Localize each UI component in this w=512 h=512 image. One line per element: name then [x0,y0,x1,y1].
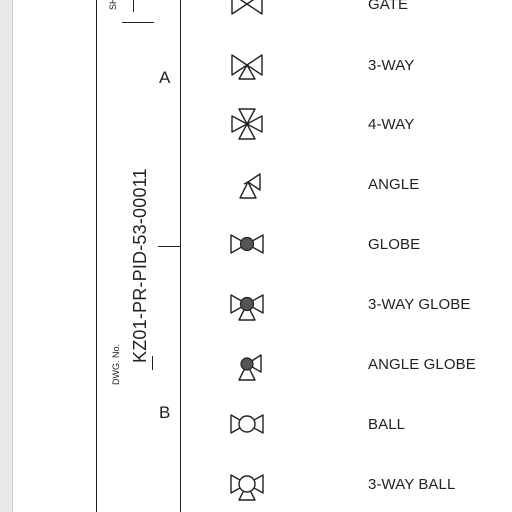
drawing-number-bar [152,356,153,370]
legend-row-angle-globe: ANGLE GLOBE [200,340,512,390]
drawing-number-label: DWG. No. [111,343,121,385]
legend-label: 3-WAY BALL [368,476,456,493]
globe-valve-icon [230,234,264,254]
four-way-valve-icon [231,108,263,140]
legend-label: 3-WAY GLOBE [368,296,471,313]
legend-row-3-way-globe: 3-WAY GLOBE [200,280,512,330]
three-way-valve-icon [231,54,263,80]
zone-tick-top [122,22,154,23]
three-way-ball-valve-icon [230,474,264,501]
legend-label: ANGLE [368,176,420,193]
legend-row-globe: GLOBE [200,220,512,270]
legend-row-3-way-ball: 3-WAY BALL [200,460,512,510]
title-block-right-border [180,0,181,512]
sheet-margin-strip [0,0,13,512]
drawing-number: KZ01-PR-PID-53-00011 [130,168,150,363]
legend-row-4-way: 4-WAY [200,100,512,150]
title-block-left-border [96,0,97,512]
legend-row-ball: BALL [200,400,512,450]
legend-label: 3-WAY [368,57,415,74]
angle-globe-valve-icon [238,354,262,381]
angle-valve-icon [239,173,261,199]
legend-row-gate: GATE [200,0,512,30]
legend-label: 4-WAY [368,116,415,133]
legend-row-angle: ANGLE [200,160,512,210]
legend-label: GATE [368,0,409,13]
three-way-globe-valve-icon [230,294,264,321]
zone-tick-middle [158,246,180,247]
sheet-label-bar [133,0,134,12]
legend-label: BALL [368,416,406,433]
sheet-label: SH [108,0,118,10]
gate-valve-icon [231,0,263,15]
zone-letter-b: B [159,403,171,422]
zone-letter-a: A [159,68,171,87]
legend-label: GLOBE [368,236,421,253]
legend-row-3-way: 3-WAY [200,41,512,91]
ball-valve-icon [230,414,264,434]
legend-label: ANGLE GLOBE [368,356,476,373]
